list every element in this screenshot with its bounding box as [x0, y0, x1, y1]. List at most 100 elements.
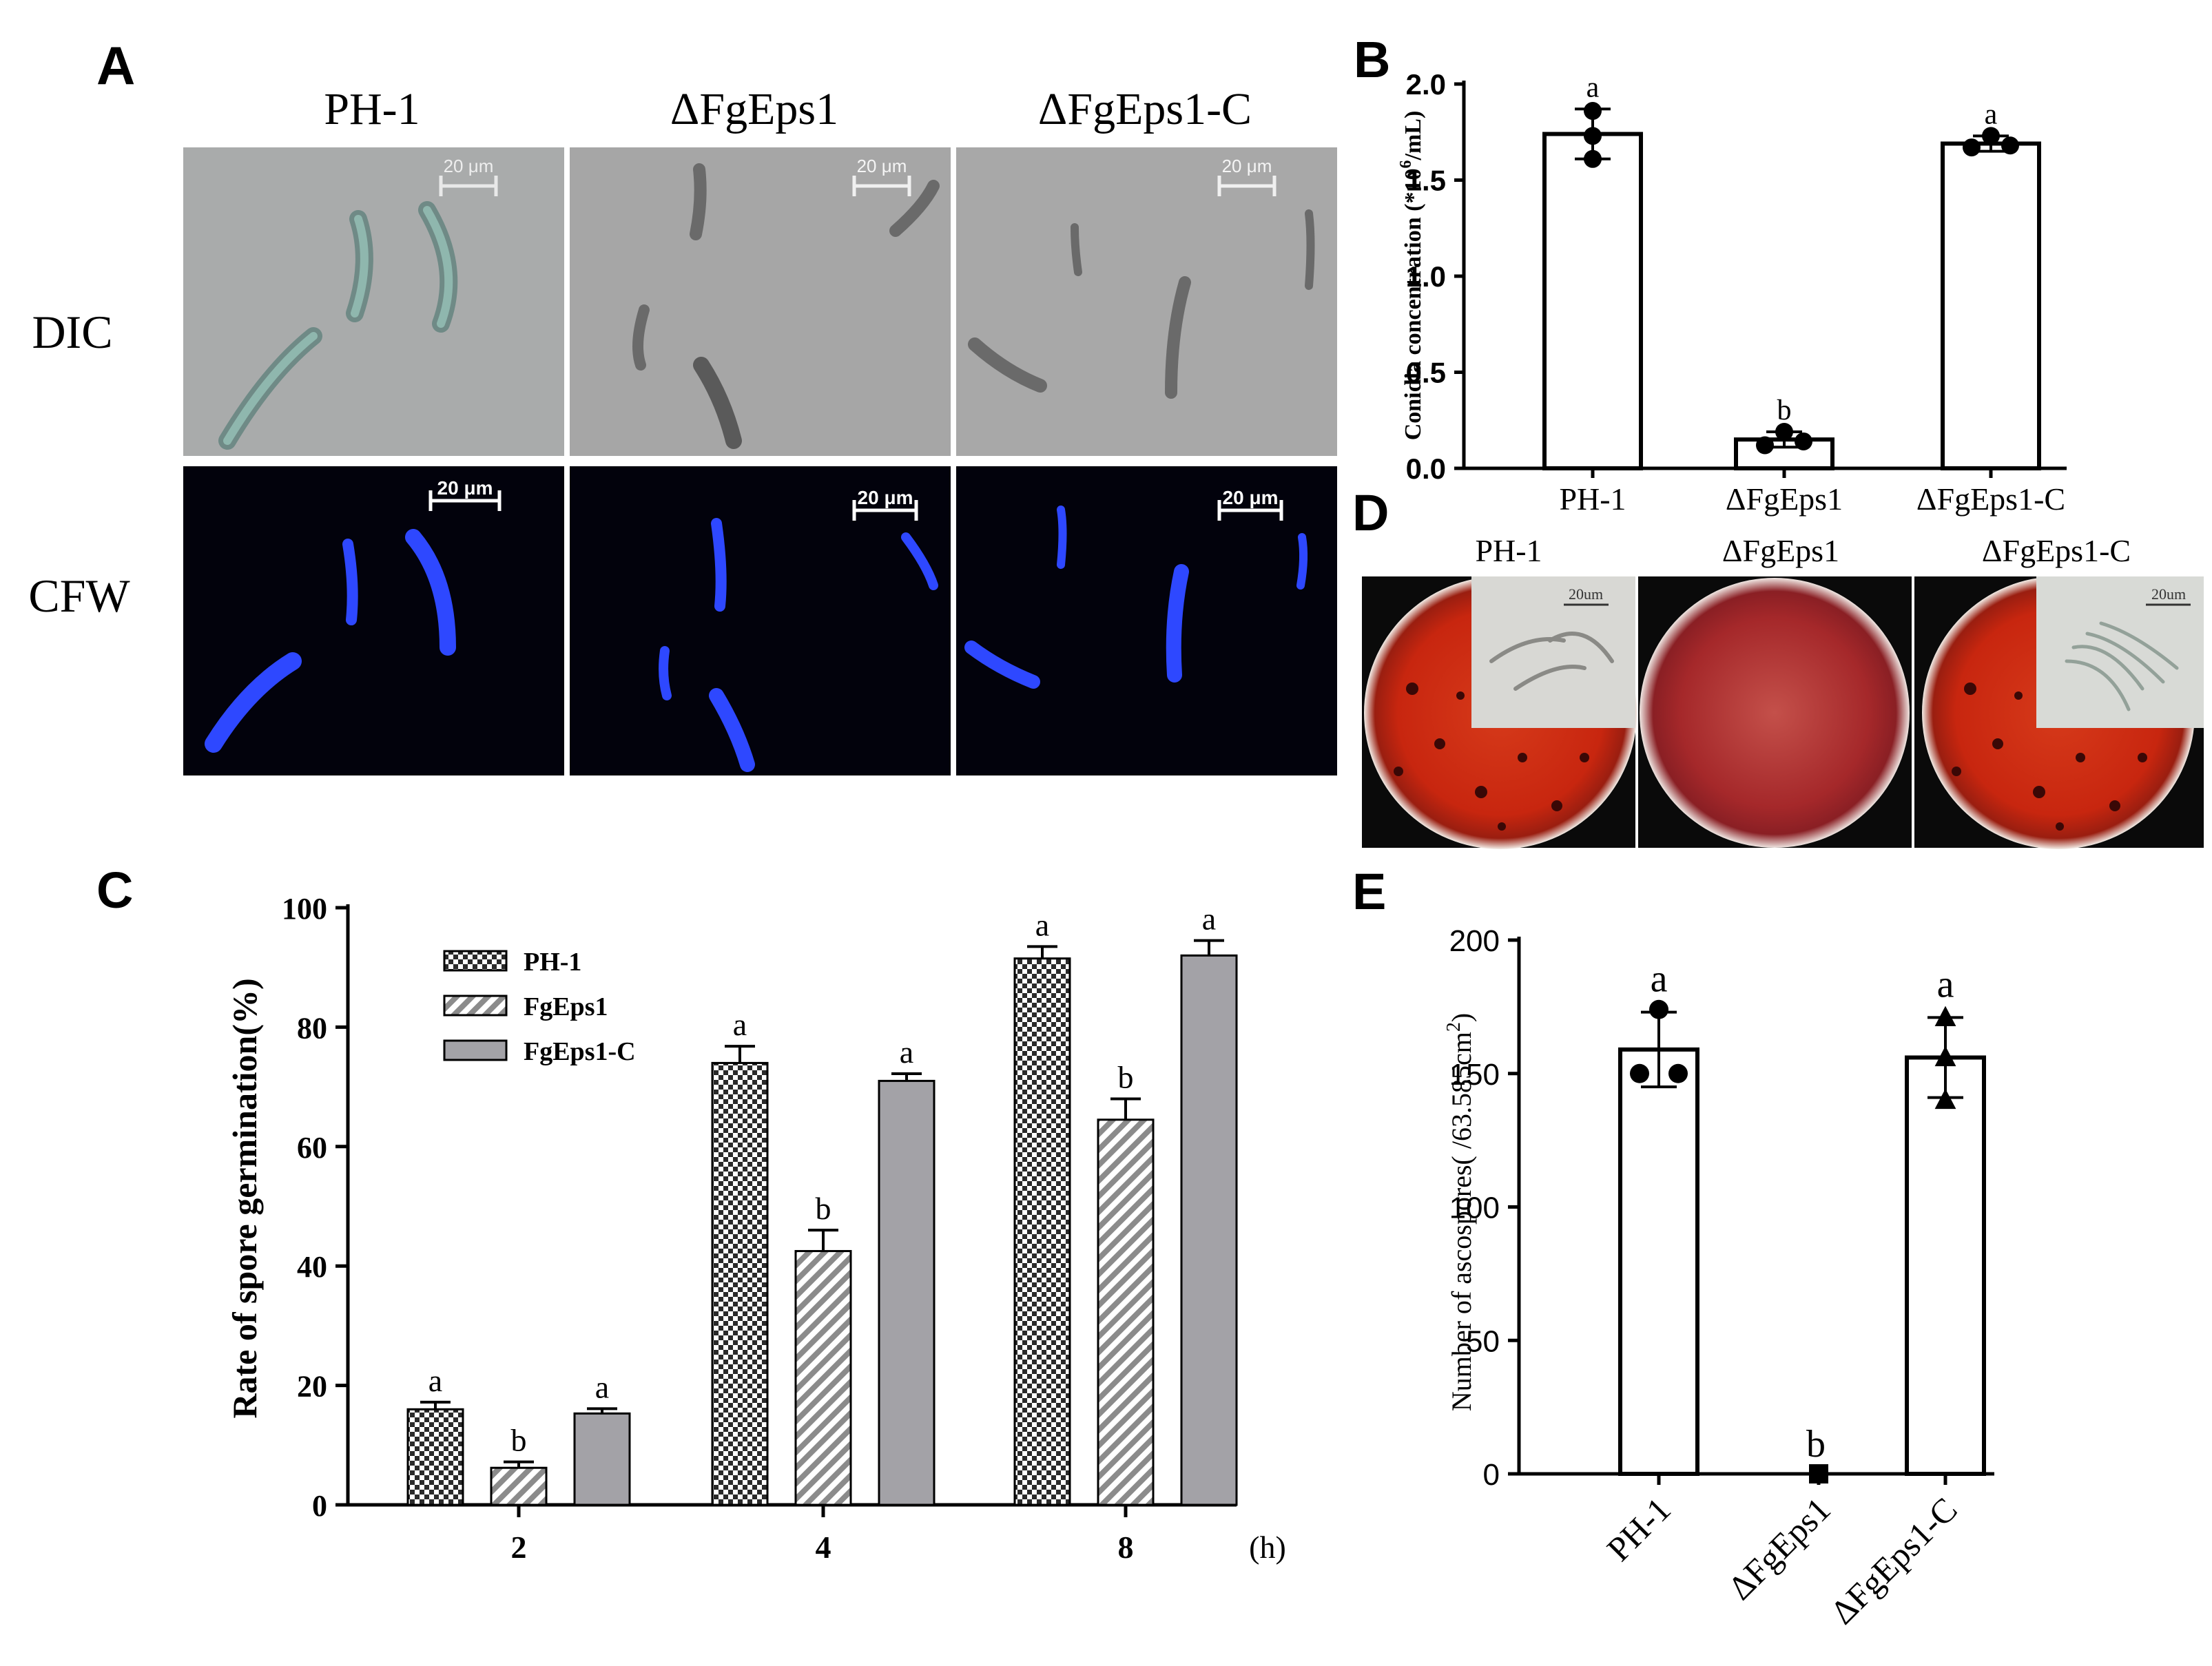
e-x-tick-label: PH-1 [1600, 1490, 1678, 1568]
c-y-tick-label: 20 [297, 1370, 327, 1404]
c-bar [1180, 954, 1238, 1506]
scale-label-dic-mutant: 20 μm [857, 156, 907, 176]
c-significance-letter: b [1118, 1059, 1134, 1094]
plate-complement-inset [2036, 576, 2204, 728]
c-significance-letter: a [1202, 902, 1216, 937]
c-x-tick-label: 4 [816, 1530, 831, 1565]
panel-d: D PH-1 ΔFgEps1 ΔFgEps1-C 20um [1352, 484, 2204, 849]
b-bar [1542, 132, 1643, 470]
scale-label-cfw-complement: 20 μm [1223, 487, 1279, 508]
e-significance-letter: a [1651, 958, 1668, 1001]
panel-d-col-ph1: PH-1 [1475, 533, 1542, 568]
panel-d-col-mutant: ΔFgEps1 [1722, 533, 1839, 568]
b-significance-letter: a [1985, 98, 1998, 130]
b-point [2001, 136, 2019, 155]
c-y-tick-label: 40 [297, 1250, 327, 1284]
plate-complement-scale-label: 20um [2151, 585, 2186, 603]
b-x-tick-label: ΔFgEps1-C [1916, 481, 2065, 517]
c-y-tick-label: 60 [297, 1131, 327, 1165]
c-bar [406, 1408, 464, 1506]
panel-b-plot: 0.0 0.5 1.0 1.5 2.0 PH-1 a ΔFgEps1 b ΔFgEps1-C a [1406, 68, 2067, 517]
e-significance-letter: b [1806, 1423, 1826, 1466]
panel-a-scale-bars [428, 176, 1283, 521]
c-y-tick-label: 100 [282, 892, 327, 926]
panel-a-row-cfw: CFW [28, 570, 130, 622]
scale-label-cfw-ph1: 20 μm [437, 477, 493, 499]
dic-image-mutant [570, 147, 951, 456]
panel-e-plot: 0 50 100 150 200 a PH-1 b ΔFgEps1 a ΔFgEps1-C [1449, 924, 1994, 1632]
b-y-tick-label: 1.5 [1406, 165, 1446, 197]
e-point [1630, 1063, 1649, 1083]
panel-b-y-axis-label: Conidia concentration (*106/mL) [1397, 111, 1426, 441]
panel-b-letter: B [1354, 31, 1390, 88]
b-point [1584, 149, 1602, 168]
panel-a-letter: A [96, 35, 135, 96]
b-point [1963, 138, 1981, 157]
b-x-tick-label: ΔFgEps1 [1726, 481, 1843, 517]
scale-label-cfw-mutant: 20 μm [858, 487, 913, 508]
e-significance-letter: a [1937, 963, 1954, 1006]
panel-c: C Rate of spore germination(%) (h) 0 20 40… [96, 862, 1286, 1565]
plate-ph1-inset-ascospores [1489, 632, 1614, 691]
c-bar [573, 1412, 631, 1506]
b-y-tick-label: 2.0 [1406, 68, 1446, 101]
panel-d-col-complement: ΔFgEps1-C [1982, 533, 2131, 568]
plate-complement-perithecia [1952, 683, 2147, 831]
e-x-tick-label: ΔFgEps1 [1720, 1490, 1837, 1607]
c-significance-letter: a [428, 1363, 442, 1398]
scale-label-dic-complement: 20 μm [1222, 156, 1272, 176]
b-point [1756, 436, 1774, 455]
c-y-tick-label: 80 [297, 1011, 327, 1045]
e-bar [1618, 1047, 1699, 1476]
c-x-tick-label: 2 [511, 1530, 527, 1565]
e-y-tick-label: 100 [1449, 1191, 1500, 1225]
b-point [1584, 102, 1602, 121]
plate-ph1-perithecia [1394, 683, 1589, 831]
cfw-image-ph1 [183, 466, 564, 775]
c-bar [794, 1250, 852, 1506]
e-point [1649, 999, 1668, 1019]
plate-mutant [1640, 578, 1910, 848]
scale-label-dic-ph1: 20 μm [444, 156, 494, 176]
panel-a-col-mutant: ΔFgEps1 [670, 84, 838, 134]
e-x-tick-label: ΔFgEps1-C [1823, 1490, 1965, 1632]
c-significance-letter: a [900, 1034, 913, 1070]
panel-c-y-axis-label: Rate of spore germination(%) [225, 978, 264, 1418]
c-legend-label: PH-1 [524, 948, 581, 977]
panel-c-x-unit: (h) [1249, 1530, 1286, 1565]
c-legend-swatch [443, 950, 508, 972]
plate-ph1-scale-label: 20um [1569, 585, 1603, 603]
e-y-tick-label: 50 [1466, 1324, 1500, 1358]
panel-a-row-dic: DIC [32, 306, 112, 358]
b-y-tick-label: 0.0 [1406, 452, 1446, 485]
e-point [1934, 1006, 1956, 1026]
c-bar [711, 1061, 769, 1506]
c-bar [1013, 957, 1071, 1506]
e-y-tick-label: 200 [1449, 924, 1500, 958]
panel-a-col-complement: ΔFgEps1-C [1038, 84, 1252, 134]
plate-complement-inset-ascospores [2065, 621, 2179, 711]
c-legend-swatch [443, 1039, 508, 1061]
b-bar [1941, 141, 2041, 471]
c-y-tick-label: 0 [312, 1489, 327, 1523]
plate-ph1-inset [1471, 576, 1635, 728]
c-bar [878, 1079, 936, 1506]
dic-spores [218, 163, 1315, 450]
c-significance-letter: b [816, 1191, 831, 1226]
e-point [1934, 1045, 1956, 1067]
cfw-image-mutant [570, 466, 951, 775]
panel-e-letter: E [1352, 863, 1386, 920]
e-point [1934, 1088, 1956, 1110]
cfw-image-complement [956, 466, 1337, 775]
e-y-tick-label: 0 [1483, 1458, 1500, 1492]
panel-a-col-ph1: PH-1 [324, 84, 420, 134]
c-significance-letter: b [511, 1423, 527, 1458]
b-x-tick-label: PH-1 [1559, 481, 1626, 517]
c-legend-label: FgEps1-C [524, 1037, 636, 1066]
b-y-tick-label: 0.5 [1406, 357, 1446, 389]
panel-c-plot: 0 20 40 60 80 100 2 a b a 4 a b a 8 a b a PH-1 FgEps1 FgEps1… [282, 892, 1238, 1565]
e-y-tick-label: 150 [1449, 1058, 1500, 1092]
panel-d-letter: D [1352, 484, 1389, 541]
c-significance-letter: a [733, 1007, 747, 1042]
